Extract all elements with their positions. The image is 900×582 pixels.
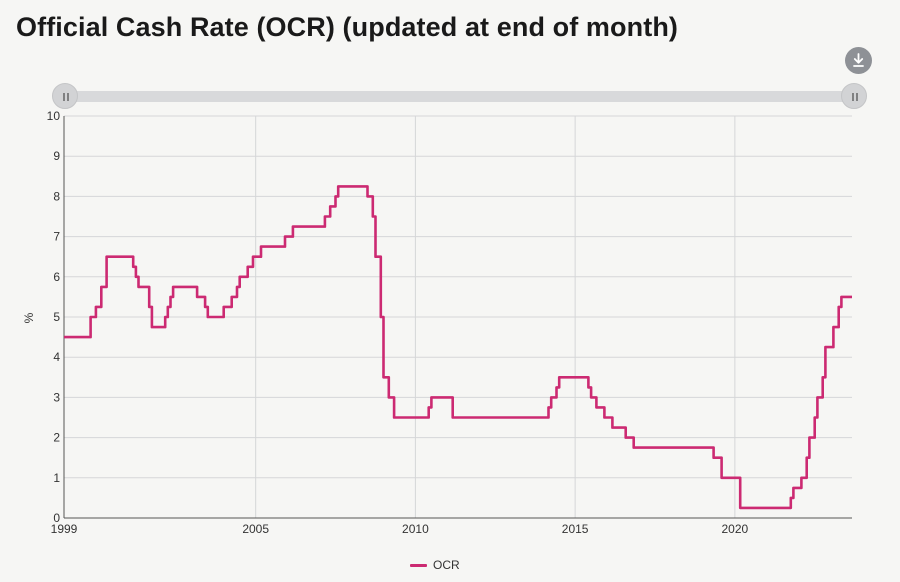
y-tick-label: 10 <box>47 109 61 123</box>
y-tick-label: 7 <box>53 230 60 244</box>
x-tick-label: 2015 <box>562 522 589 536</box>
date-range-slider[interactable] <box>52 82 867 110</box>
y-axis-label: % <box>22 312 36 323</box>
y-tick-label: 4 <box>53 350 60 364</box>
x-tick-label: 2005 <box>242 522 269 536</box>
y-tick-label: 3 <box>53 390 60 404</box>
y-tick-label: 9 <box>53 149 60 163</box>
download-button[interactable] <box>845 47 872 74</box>
y-tick-label: 5 <box>53 310 60 324</box>
legend-label-ocr: OCR <box>433 558 460 572</box>
series-line-ocr[interactable] <box>64 185 852 510</box>
slider-handle-start[interactable] <box>52 83 78 109</box>
y-tick-label: 0 <box>53 511 60 525</box>
y-tick-label: 8 <box>53 189 60 203</box>
y-tick-label: 2 <box>53 431 60 445</box>
x-tick-label: 1999 <box>51 522 78 536</box>
slider-track[interactable] <box>64 91 855 102</box>
x-tick-label: 2020 <box>722 522 749 536</box>
y-tick-label: 6 <box>53 270 60 284</box>
legend-swatch-ocr <box>410 563 427 567</box>
x-tick-label: 2010 <box>402 522 429 536</box>
grip-lines-icon <box>63 93 69 101</box>
chart-title: Official Cash Rate (OCR) (updated at end… <box>16 12 679 42</box>
legend[interactable]: OCR <box>410 558 460 572</box>
y-tick-label: 1 <box>53 471 60 485</box>
download-icon <box>853 53 864 67</box>
slider-handle-end[interactable] <box>841 83 867 109</box>
grip-lines-icon <box>852 93 858 101</box>
